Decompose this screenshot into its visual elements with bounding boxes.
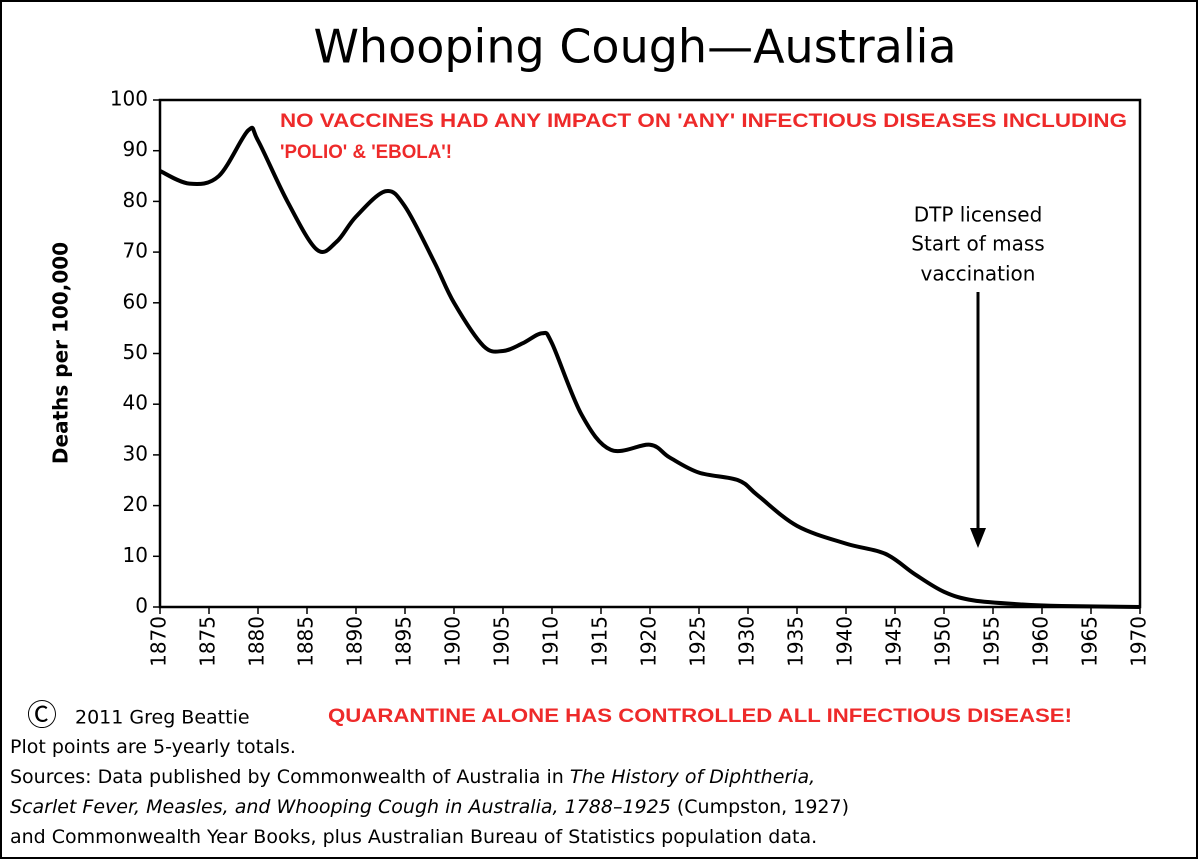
y-tick-label: 60 xyxy=(123,289,148,313)
y-tick-label: 70 xyxy=(123,239,148,263)
x-tick-label: 1925 xyxy=(686,616,710,667)
x-tick-label: 1940 xyxy=(833,616,857,667)
plot-frame xyxy=(158,98,1142,609)
x-tick-label: 1885 xyxy=(294,616,318,667)
y-tick-label: 40 xyxy=(123,391,148,415)
y-tick-label: 80 xyxy=(123,188,148,212)
copyright-symbol: Ⓒ xyxy=(27,699,57,734)
x-tick-label: 1915 xyxy=(588,616,612,667)
arrow-head xyxy=(970,528,986,548)
x-tick-label: 1930 xyxy=(735,616,759,667)
x-tick-label: 1880 xyxy=(245,616,269,667)
x-tick-label: 1945 xyxy=(882,616,906,667)
x-tick-label: 1950 xyxy=(931,616,955,667)
footer-line: Plot points are 5-yearly totals. xyxy=(10,736,296,758)
x-tick-label: 1955 xyxy=(980,616,1004,667)
footer-text: Scarlet Fever, Measles, and Whooping Cou… xyxy=(10,796,671,818)
y-tick-label: 20 xyxy=(123,492,148,516)
footer-line: Sources: Data published by Commonwealth … xyxy=(10,766,815,788)
x-tick-label: 1875 xyxy=(196,616,220,667)
annotation: Start of mass xyxy=(911,232,1044,256)
footer-text: Sources: Data published by Commonwealth … xyxy=(10,766,570,788)
annotation: vaccination xyxy=(921,262,1036,286)
y-tick-label: 0 xyxy=(135,594,148,618)
x-tick-label: 1895 xyxy=(392,616,416,667)
x-tick-label: 1900 xyxy=(441,616,465,667)
x-tick-label: 1935 xyxy=(784,616,808,667)
line xyxy=(159,125,1141,609)
y-tick-label: 30 xyxy=(123,441,148,465)
x-tick-label: 1910 xyxy=(539,616,563,667)
footer-text: and Commonwealth Year Books, plus Austra… xyxy=(10,826,817,848)
chart-title: Whooping Cough—Australia xyxy=(313,20,956,74)
annotation: DTP licensed xyxy=(914,203,1043,227)
y-tick-label: 50 xyxy=(123,340,148,364)
x-tick-label: 1870 xyxy=(147,616,171,667)
annotation: NO VACCINES HAD ANY IMPACT ON 'ANY' INFE… xyxy=(280,111,1127,132)
footer-line: and Commonwealth Year Books, plus Austra… xyxy=(10,826,817,848)
x-tick-label: 1970 xyxy=(1127,616,1151,667)
x-tick-label: 1890 xyxy=(343,616,367,667)
x-tick-label: 1965 xyxy=(1078,616,1102,667)
y-tick-label: 100 xyxy=(110,87,148,111)
x-tick-label: 1960 xyxy=(1029,616,1053,667)
annotation: 'POLIO' & 'EBOLA'! xyxy=(280,142,452,163)
footer-text: Plot points are 5-yearly totals. xyxy=(10,736,296,758)
y-axis-label: Deaths per 100,000 xyxy=(49,242,73,464)
y-tick-label: 90 xyxy=(123,137,148,161)
footer-line: Scarlet Fever, Measles, and Whooping Cou… xyxy=(10,796,849,818)
y-tick-label: 10 xyxy=(123,543,148,567)
footer-text: (Cumpston, 1927) xyxy=(671,796,849,818)
copyright: 2011 Greg Beattie xyxy=(75,707,250,729)
footer-claim: QUARANTINE ALONE HAS CONTROLLED ALL INFE… xyxy=(328,706,1072,727)
x-tick-label: 1905 xyxy=(490,616,514,667)
footer-text: The History of Diphtheria, xyxy=(570,766,815,788)
x-tick-label: 1920 xyxy=(637,616,661,667)
